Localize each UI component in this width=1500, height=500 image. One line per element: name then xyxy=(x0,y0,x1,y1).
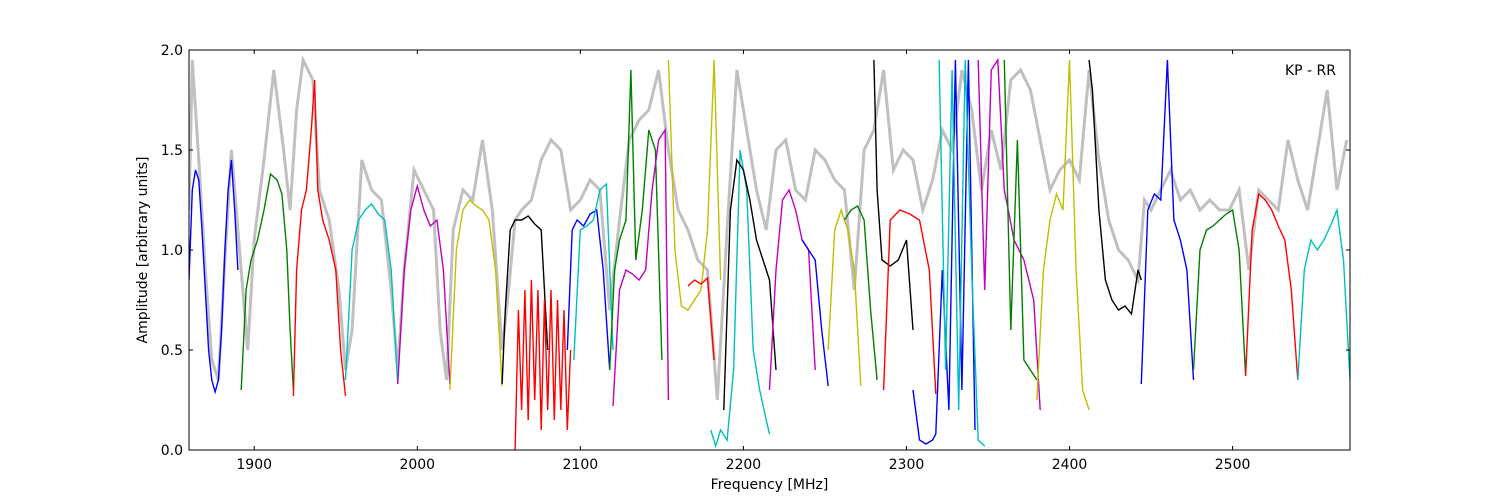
x-tick-label: 2300 xyxy=(889,457,925,473)
band-series-line xyxy=(710,149,771,449)
y-axis-ticks: 0.0 0.5 1.0 1.5 2.0 xyxy=(161,43,1350,459)
band-series-line xyxy=(1003,59,1038,381)
y-axis-label: Amplitude [arbitrary units] xyxy=(135,157,151,344)
x-tick-label: 2400 xyxy=(1052,457,1088,473)
y-tick-label: 2.0 xyxy=(161,43,183,59)
x-axis-label: Frequency [MHz] xyxy=(711,477,829,493)
band-series-line xyxy=(449,198,503,391)
band-series-line xyxy=(1244,192,1299,381)
band-series-line xyxy=(882,209,937,395)
band-series-line xyxy=(1297,207,1350,381)
band-series-line xyxy=(801,239,829,387)
band-series-line xyxy=(938,59,986,447)
series-layer xyxy=(189,54,1350,450)
x-tick-label: 2500 xyxy=(1215,457,1251,473)
band-series-line xyxy=(292,79,347,397)
band-series-line xyxy=(912,59,976,445)
reference-curve xyxy=(189,54,1349,401)
band-series-line xyxy=(687,276,715,361)
band-series-line xyxy=(189,159,239,395)
y-tick-label: 1.5 xyxy=(161,143,183,159)
band-series-line xyxy=(843,204,878,381)
band-series-line xyxy=(240,172,295,391)
band-series-line xyxy=(977,57,1041,411)
band-series-line xyxy=(609,69,663,371)
y-tick-label: 1.0 xyxy=(161,243,183,259)
x-tick-label: 2000 xyxy=(399,457,435,473)
y-tick-label: 0.0 xyxy=(161,443,183,459)
band-series-line xyxy=(827,207,862,387)
y-tick-label: 0.5 xyxy=(161,343,183,359)
band-series-line xyxy=(768,188,816,391)
x-tick-label: 2100 xyxy=(563,457,599,473)
band-series-line xyxy=(344,202,399,385)
band-series-line xyxy=(1192,208,1247,377)
band-series-line xyxy=(397,183,451,385)
x-axis-ticks: 1900 2000 2100 2200 2300 2400 2500 xyxy=(236,50,1250,473)
band-series-line xyxy=(667,59,722,311)
band-series-line xyxy=(566,208,611,371)
baseline-annotation: KP - RR xyxy=(1285,63,1336,79)
band-series-line xyxy=(873,59,914,331)
band-series-line xyxy=(723,158,777,411)
band-series-line xyxy=(573,182,614,361)
band-series-line xyxy=(612,127,670,407)
x-tick-label: 2200 xyxy=(726,457,762,473)
band-series-line xyxy=(514,279,572,450)
band-series-line xyxy=(1036,59,1090,411)
band-series-line xyxy=(501,215,549,385)
band-series-line xyxy=(1140,59,1195,385)
x-tick-label: 1900 xyxy=(236,457,272,473)
band-series-line xyxy=(1088,59,1142,316)
